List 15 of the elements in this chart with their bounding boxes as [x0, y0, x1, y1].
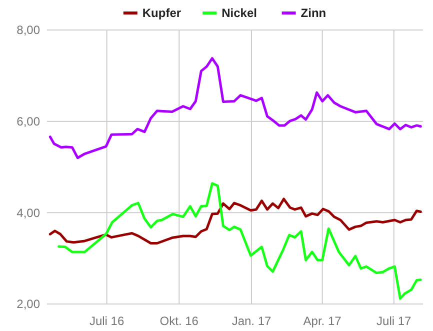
y-tick-label: 2,00: [16, 297, 40, 312]
y-tick-label: 6,00: [16, 114, 40, 129]
line-series: [48, 57, 422, 160]
x-tick-label: Juli 17: [376, 314, 412, 328]
y-tick-label: 8,00: [16, 23, 40, 38]
line-series: [58, 182, 422, 300]
legend-label: Zinn: [300, 6, 326, 20]
y-tick-label: 4,00: [16, 206, 40, 220]
legend-label: Nickel: [222, 6, 257, 20]
x-tick-label: Apr. 17: [303, 314, 342, 328]
legend-label: Kupfer: [142, 6, 182, 20]
x-tick-label: Juli 16: [89, 314, 124, 328]
x-tick-label: Jan. 17: [232, 314, 272, 328]
line-series: [48, 198, 422, 245]
x-tick-label: Okt. 16: [160, 314, 199, 328]
